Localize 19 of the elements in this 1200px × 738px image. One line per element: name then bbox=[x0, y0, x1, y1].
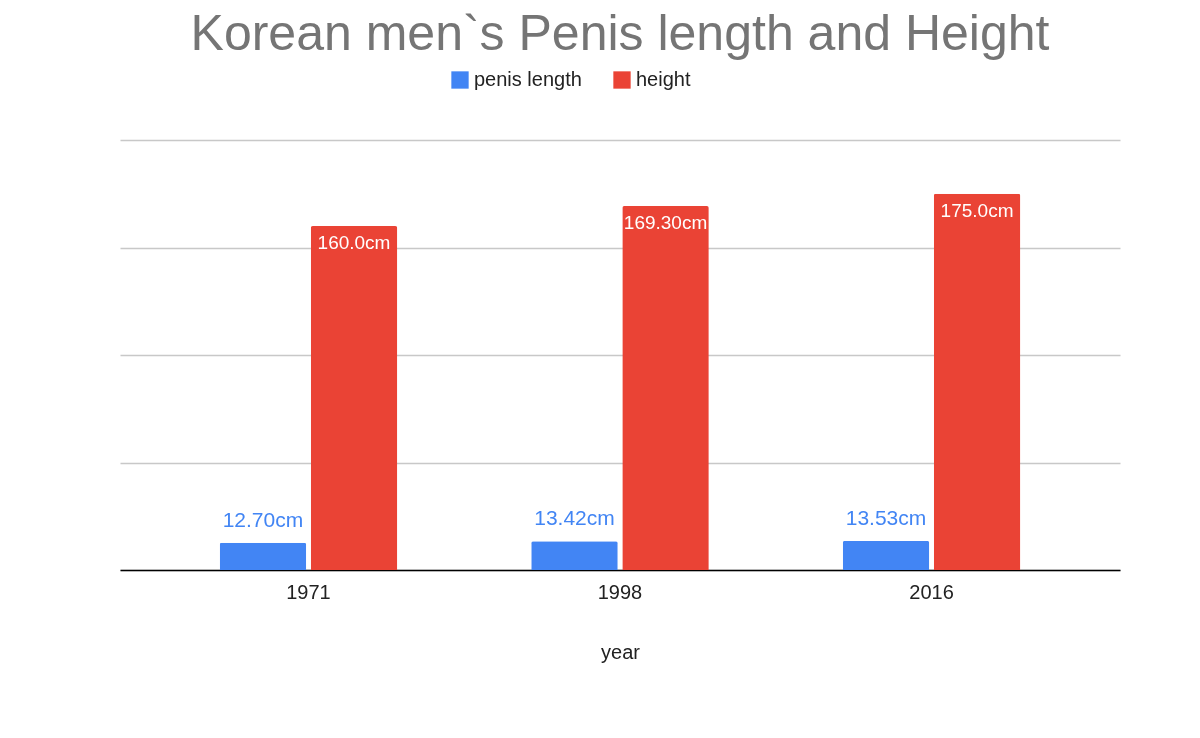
data-label: 160.0cm bbox=[317, 232, 391, 253]
bar bbox=[531, 541, 618, 570]
bar bbox=[622, 206, 709, 570]
x-tick-label: 2016 bbox=[909, 580, 954, 603]
x-tick-label: 1971 bbox=[286, 580, 331, 603]
data-label: 175.0cm bbox=[940, 199, 1014, 221]
bar bbox=[219, 542, 307, 570]
data-label: 12.70cm bbox=[222, 507, 304, 531]
data-label: 13.42cm bbox=[534, 506, 615, 530]
bar bbox=[933, 193, 1021, 570]
data-label: 13.53cm bbox=[845, 505, 927, 529]
bar bbox=[310, 226, 398, 570]
legend-label: penis length bbox=[474, 68, 582, 90]
x-tick-label: 1998 bbox=[597, 580, 643, 603]
data-label: 169.30cm bbox=[623, 212, 708, 234]
chart-title: Korean men`s Penis length and Height bbox=[190, 5, 1050, 61]
x-axis-title: year bbox=[601, 640, 641, 663]
bar bbox=[842, 540, 930, 570]
legend-label: height bbox=[636, 68, 691, 90]
